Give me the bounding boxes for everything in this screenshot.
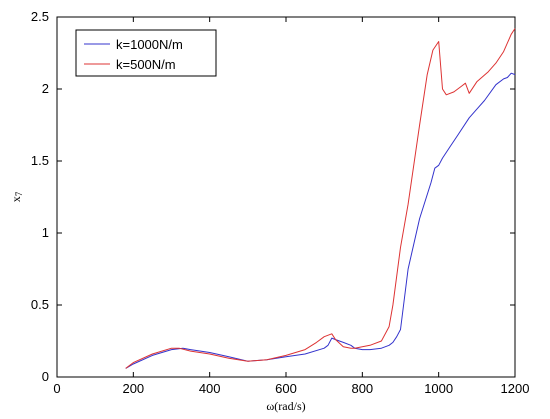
legend-box	[75, 29, 217, 77]
x-tick-label: 600	[275, 381, 297, 396]
y-axis-label: x7	[9, 191, 24, 202]
y-tick-label: 0	[42, 369, 49, 384]
axis-tick-labels: 0 200 400 600 800 1000 1200 0 0.5 1 1.5 2 2.5	[31, 9, 530, 396]
x-tick-label: 800	[351, 381, 373, 396]
x-tick-label: 400	[199, 381, 221, 396]
y-tick-label: 2.5	[31, 9, 49, 24]
y-tick-label: 0.5	[31, 297, 49, 312]
y-axis-label-main: x	[9, 196, 23, 202]
series-line-0	[125, 72, 516, 369]
y-axis-label-subscript: 7	[14, 191, 24, 196]
series-line-1	[125, 28, 516, 369]
x-tick-label: 1200	[501, 381, 530, 396]
legend: k=1000N/m k=500N/m	[75, 29, 217, 77]
legend-label-k500: k=500N/m	[116, 57, 176, 72]
plot-area-frame	[56, 16, 516, 378]
x-tick-label: 0	[53, 381, 60, 396]
y-tick-label: 2	[42, 81, 49, 96]
y-tick-label: 1.5	[31, 153, 49, 168]
x-tick-label: 200	[122, 381, 144, 396]
y-tick-label: 1	[42, 225, 49, 240]
x-axis-label: ω(rad/s)	[266, 399, 305, 413]
x-tick-label: 1000	[424, 381, 453, 396]
legend-label-k1000: k=1000N/m	[116, 37, 183, 52]
axis-ticks	[56, 16, 516, 378]
series-layer	[125, 28, 516, 369]
